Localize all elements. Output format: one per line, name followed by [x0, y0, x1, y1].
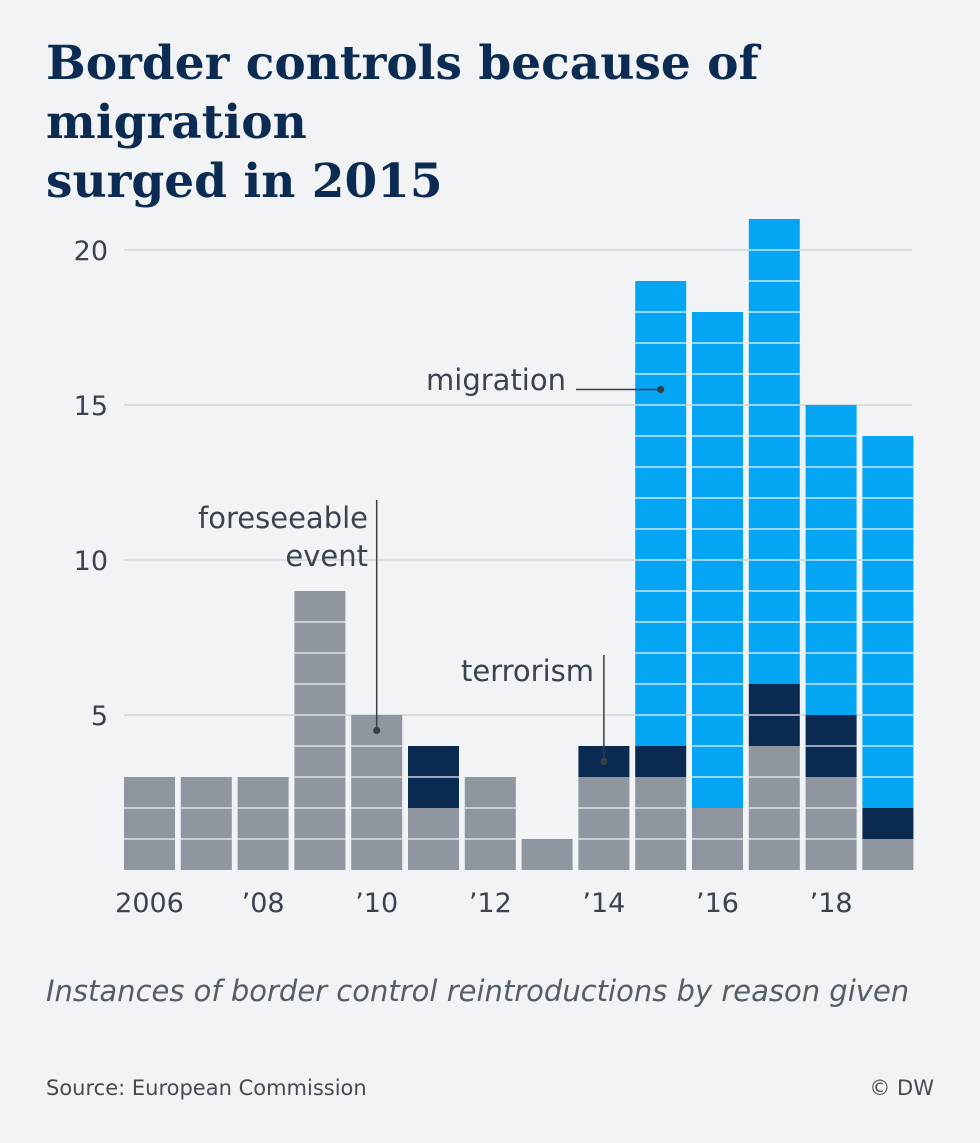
bar-fill: [862, 839, 914, 870]
x-tick-label: ’12: [469, 888, 512, 919]
annotation-label: migration: [426, 363, 566, 397]
bar-segment-terrorism: [408, 746, 459, 808]
x-tick-label: 2006: [115, 888, 184, 919]
x-tick-label: ’16: [696, 888, 739, 919]
bar-segment-terrorism: [862, 808, 914, 839]
bar-fill: [124, 777, 175, 870]
bar-fill: [862, 808, 914, 839]
bar-segment-terrorism: [805, 715, 857, 777]
bar-fill: [464, 777, 516, 870]
bar-segment-terrorism: [635, 746, 687, 777]
bar-fill: [748, 219, 800, 684]
x-tick-label: ’08: [242, 888, 285, 919]
bar-segment-other: [635, 777, 687, 870]
bar-segment-other: [748, 746, 800, 870]
bar-segment-other: [862, 839, 914, 870]
bar-segment-migration: [692, 312, 743, 808]
x-tick-label: ’10: [355, 888, 398, 919]
annotation-dot: [600, 757, 608, 766]
annotation-foreseeable: foreseeable event: [198, 500, 381, 735]
y-tick-label: 20: [74, 236, 108, 267]
bar-segment-other: [578, 777, 630, 870]
source-note: Source: European Commission: [46, 1076, 367, 1100]
y-tick-label: 5: [91, 701, 108, 732]
annotation-dot: [657, 385, 665, 394]
copyright-credit: © DW: [869, 1076, 934, 1100]
bar-segment-other: [180, 777, 232, 870]
bar-segment-other: [351, 715, 403, 870]
y-tick-label: 15: [74, 391, 108, 422]
bar-segment-terrorism: [748, 684, 800, 746]
annotation-label: terrorism: [461, 654, 594, 688]
chart-title-line1: Border controls because of migration: [46, 36, 759, 150]
bar-fill: [180, 777, 232, 870]
y-tick-label: 10: [74, 546, 108, 577]
chart-title-line2: surged in 2015: [46, 154, 443, 209]
bar-segment-other: [521, 839, 573, 870]
bar-fill: [635, 777, 687, 870]
annotation-migration: migration: [426, 363, 665, 397]
bar-segment-migration: [862, 436, 914, 808]
bar-segment-other: [124, 777, 175, 870]
bar-segment-other: [692, 808, 743, 870]
bars: [124, 219, 914, 870]
bar-fill: [351, 715, 403, 870]
annotations: foreseeable event terrorism migration: [198, 363, 665, 766]
bar-segment-other: [464, 777, 516, 870]
stacked-bar-chart: 5 10 15 20 2006 ’08 ’10 ’12 ’14 ’16 ’18 foreseeabl…: [74, 219, 914, 919]
bar-segment-migration: [748, 219, 800, 684]
annotation-terrorism: terrorism: [461, 654, 608, 766]
bar-fill: [805, 777, 857, 870]
bar-segment-migration: [635, 281, 687, 746]
annotation-label: foreseeable: [198, 501, 368, 535]
annotation-label: event: [285, 539, 368, 573]
bar-fill: [237, 777, 289, 870]
bar-fill: [294, 591, 346, 870]
bar-segment-other: [237, 777, 289, 870]
annotation-dot: [373, 726, 381, 735]
bar-fill: [635, 746, 687, 777]
x-tick-label: ’18: [810, 888, 853, 919]
chart-title: Border controls because of migration sur…: [46, 34, 946, 211]
bar-fill: [521, 839, 573, 870]
x-tick-label: ’14: [582, 888, 625, 919]
bar-segment-other: [805, 777, 857, 870]
bar-fill: [578, 777, 630, 870]
bar-fill: [635, 281, 687, 746]
bar-segment-other: [294, 591, 346, 870]
chart-subtitle: Instances of border control reintroducti…: [46, 974, 910, 1008]
bar-segment-migration: [805, 405, 857, 715]
axes: 5 10 15 20 2006 ’08 ’10 ’12 ’14 ’16 ’18: [74, 236, 853, 919]
bar-segment-other: [408, 808, 459, 870]
